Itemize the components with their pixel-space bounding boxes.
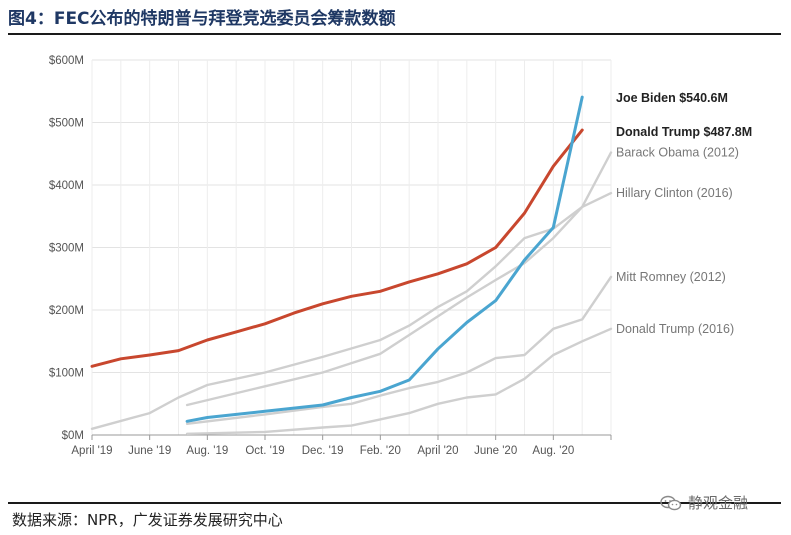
series-end-label: Donald Trump $487.8M [616,125,752,139]
x-tick-label: Oct. '19 [245,445,284,457]
title-divider [8,33,781,35]
y-tick-label: $200M [49,305,84,317]
x-tick-label: April '19 [71,445,112,457]
y-tick-label: $100M [49,368,84,380]
x-tick-label: Dec. '19 [302,445,344,457]
chart-series [90,95,613,435]
series-end-label: Barack Obama (2012) [616,146,739,160]
series-line-donald-trump [90,128,584,368]
series-line-donald-trump-2016 [185,327,613,435]
source-divider [8,502,781,504]
chart-series-labels: Barack Obama (2012) Hillary Clinton (2016… [616,91,752,336]
series-line-joe-biden [185,95,584,423]
series-line-hillary-clinton-2016 [90,191,613,430]
x-tick-label: June '20 [474,445,517,457]
figure-title: 图4：FEC公布的特朗普与拜登竞选委员会筹款数额 [8,9,396,29]
y-tick-label: $600M [49,55,84,67]
series-end-label: Joe Biden $540.6M [616,91,728,105]
watermark: 静观金融 [660,492,748,513]
y-tick-label: $300M [49,243,84,255]
chart-grid [91,59,612,436]
x-tick-label: Feb. '20 [360,445,401,457]
series-end-label: Hillary Clinton (2016) [616,186,733,200]
y-tick-label: $400M [49,180,84,192]
y-tick-label: $500M [49,118,84,130]
watermark-text: 静观金融 [688,494,749,512]
y-tick-label: $0M [62,430,84,442]
series-end-label: Mitt Romney (2012) [616,270,726,284]
source-note: 数据来源：NPR，广发证券发展研究中心 [12,511,283,529]
x-tick-label: Aug. '20 [532,445,574,457]
x-tick-label: April '20 [417,445,458,457]
series-end-label: Donald Trump (2016) [616,322,734,336]
chart-axes: $0M $100M $200M $300M $400M $500M $600M April '… [49,55,612,457]
series-line-barack-obama-2012 [185,151,613,407]
x-tick-label: Aug. '19 [186,445,228,457]
wechat-icon [660,495,682,510]
x-tick-label: June '19 [128,445,171,457]
series-line-mitt-romney-2012 [185,275,613,425]
